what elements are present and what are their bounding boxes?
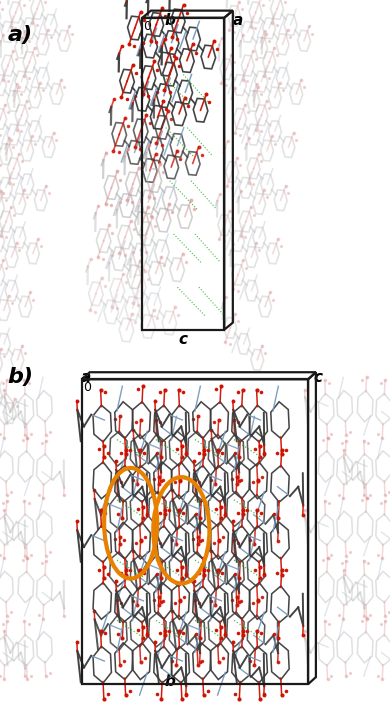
Text: c: c [178, 332, 187, 347]
Text: 0: 0 [144, 20, 152, 33]
Text: a: a [81, 370, 91, 385]
Text: 0: 0 [83, 381, 91, 394]
Text: b: b [164, 13, 175, 28]
Text: b: b [164, 674, 175, 689]
Text: a): a) [8, 25, 33, 45]
Text: c: c [313, 370, 323, 385]
Text: b): b) [8, 367, 34, 387]
Text: a: a [233, 13, 243, 28]
